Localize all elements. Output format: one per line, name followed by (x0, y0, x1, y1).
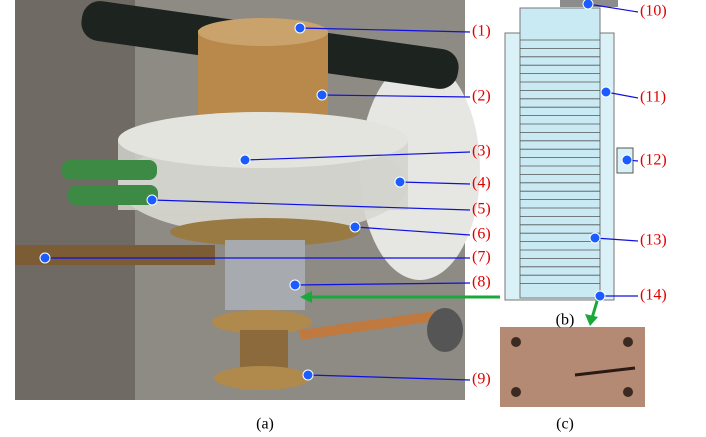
photo-c (500, 327, 645, 407)
callout-label: (10) (640, 3, 667, 20)
panel-caption: (b) (556, 312, 575, 329)
callout-label: (9) (472, 371, 491, 388)
callout-label: (3) (472, 143, 491, 160)
callout-label: (11) (640, 89, 666, 106)
callout-label: (5) (472, 201, 491, 218)
callout-label: (12) (640, 152, 667, 169)
photo-a (15, 0, 480, 400)
panel-caption: (a) (256, 416, 274, 433)
panel-caption: (c) (556, 416, 574, 433)
callout-label: (13) (640, 232, 667, 249)
callout-label: (1) (472, 23, 491, 40)
callout-label: (14) (640, 287, 667, 304)
callout-label: (2) (472, 88, 491, 105)
schematic-b (505, 0, 633, 300)
callout-label: (8) (472, 274, 491, 291)
callout-label: (6) (472, 226, 491, 243)
figure: (1) (2) (3) (4) (5) (6) (7) (8) (9) (10)… (0, 0, 706, 437)
callout-label: (4) (472, 175, 491, 192)
callout-label: (7) (472, 249, 491, 266)
